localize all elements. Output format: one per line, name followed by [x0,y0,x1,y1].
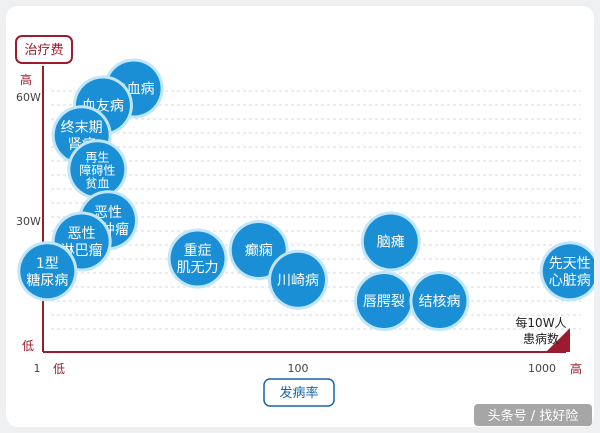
y-low-label: 低 [22,339,34,353]
y-high-label: 高 [20,72,32,87]
x-axis-arrow [546,328,570,352]
data-point-label: 唇腭裂 [363,294,405,310]
x-tick-label: 100 [288,362,309,375]
y-axis-title: 治疗费 [24,43,63,58]
data-point: 唇腭裂 [353,271,414,331]
watermark-bg [474,404,592,426]
data-point-circle [20,244,75,299]
data-point: 川崎病 [268,249,328,310]
chart-card: 治疗费 高 低 60W 30W 1 100 1000 低 高 发病率 每10W人… [6,6,594,427]
data-point-label: 结核病 [418,294,460,310]
y-tick-label: 30W [16,215,41,228]
data-point-circle [170,231,225,286]
data-point-label: 贫血 [85,175,109,190]
data-point-label: 重症 [184,243,212,259]
data-point-label: 癫痫 [245,242,273,259]
bubble-layer: 白血病血友病终末期肾病再生障碍性贫血恶性脑肿瘤恶性淋巴瘤1型糖尿病重症肌无力癫痫… [17,58,594,331]
data-point-label: 糖尿病 [26,273,68,289]
corner-note-line1: 每10W人 [515,315,566,330]
corner-note-line2: 患病数 [523,331,559,346]
x-low-label: 低 [53,362,65,376]
data-point-label: 再生 [85,150,109,164]
x-high-label: 高 [570,361,582,376]
x-axis-title-box [263,378,335,407]
data-point-label: 终末期 [61,120,103,136]
data-point-circle [231,223,286,277]
x-axis-title: 发病率 [279,385,318,401]
data-point: 结核病 [409,271,470,331]
data-point-label: 障碍性 [79,162,115,177]
y-axis-title-box [15,35,73,64]
watermark: 头条号 / 找好险 [488,408,579,424]
data-point-circle [271,252,325,307]
y-tick-label: 60W [16,91,41,104]
data-point-circle [363,214,418,269]
data-point-label: 脑瘫 [377,235,405,251]
x-tick-label: 1 [34,362,41,375]
data-point-label: 1型 [36,256,59,272]
data-point-circle [356,274,411,328]
data-point-label: 恶性 [68,226,96,242]
data-point-label: 恶性 [94,205,122,221]
data-point-label: 川崎病 [277,273,319,289]
data-point-circle [412,274,467,328]
data-point-circle [70,142,125,197]
data-point-circle [542,244,594,299]
x-tick-label: 1000 [528,362,556,375]
data-point-label: 心脏病 [549,273,591,289]
scatter-chart: 治疗费 高 低 60W 30W 1 100 1000 低 高 发病率 每10W人… [15,35,594,426]
data-point-label: 肌无力 [177,260,219,276]
data-point: 脑瘫 [360,211,421,272]
data-point-label: 先天性 [549,256,591,272]
